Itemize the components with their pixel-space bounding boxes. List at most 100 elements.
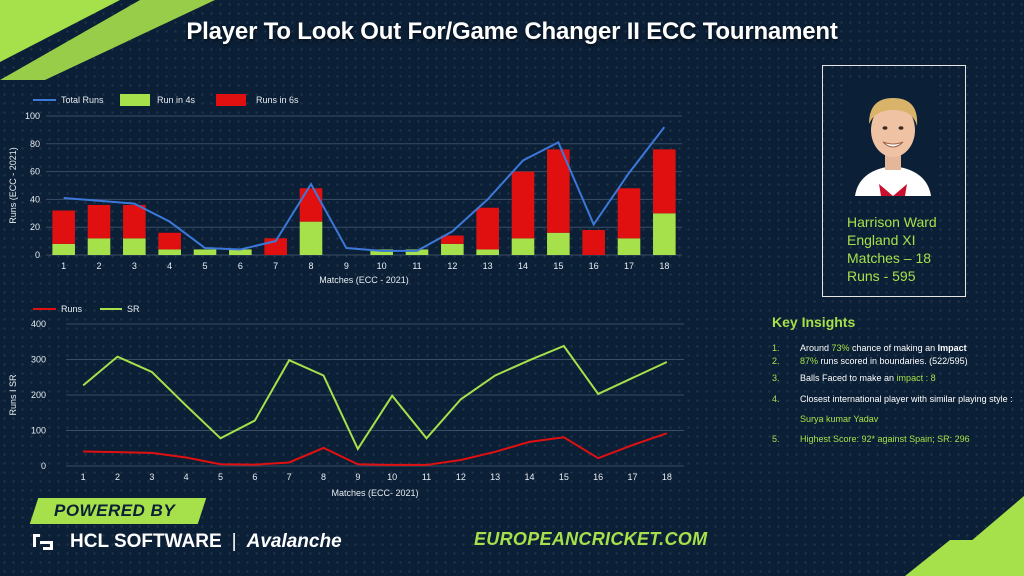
y-tick-label: 20 [30, 222, 40, 232]
bar-run-in-4s [229, 249, 252, 255]
x-tick-label: 12 [456, 472, 466, 482]
x-tick-label: 5 [218, 472, 223, 482]
bar-run-in-4s [158, 249, 181, 255]
x-tick-label: 10 [387, 472, 397, 482]
bar-runs-in-6s [547, 149, 570, 233]
x-tick-label: 12 [447, 261, 457, 271]
player-matches: Matches – 18 [847, 250, 932, 266]
x-tick-label: 6 [252, 472, 257, 482]
player-profile-card: Harrison Ward England XI Matches – 18 Ru… [822, 65, 966, 297]
hcl-logo-icon [33, 534, 53, 550]
insight-item: 5. Highest Score: 92* against Spain; SR: … [772, 434, 970, 444]
bar-runs-in-6s [582, 229, 605, 255]
bar-run-in-4s [653, 213, 676, 255]
x-tick-label: 9 [344, 261, 349, 271]
key-insights-title: Key Insights [772, 314, 856, 330]
y-tick-label: 400 [31, 319, 46, 329]
y-tick-label: 100 [31, 426, 46, 436]
x-tick-label: 14 [524, 472, 534, 482]
x-tick-label: 3 [132, 261, 137, 271]
line-sr [82, 344, 668, 452]
bar-runs-in-6s [52, 210, 75, 244]
bar-run-in-4s [299, 221, 323, 255]
bar-runs-in-6s [123, 204, 146, 239]
legend-label-runs-in-6s: Runs in 6s [256, 95, 299, 105]
bar-run-in-4s [87, 238, 111, 255]
stripe-bottom-right-2 [905, 540, 975, 576]
legend-swatch-run-in-4s [120, 94, 150, 106]
x-tick-label: 7 [287, 472, 292, 482]
player-team: England XI [847, 232, 916, 248]
legend-label-runs: Runs [61, 304, 83, 314]
legend-label-total-runs: Total Runs [61, 95, 104, 105]
powered-by-badge: POWERED BY [29, 498, 207, 524]
x-axis-label: Matches (ECC- 2021) [331, 488, 418, 498]
bar-runs-in-6s [299, 188, 323, 222]
x-tick-label: 14 [518, 261, 528, 271]
stripe-top-left-2 [0, 0, 215, 80]
legend-label-run-in-4s: Run in 4s [157, 95, 196, 105]
x-tick-label: 3 [149, 472, 154, 482]
x-tick-label: 9 [355, 472, 360, 482]
bar-run-in-4s [123, 238, 146, 255]
y-tick-label: 40 [30, 194, 40, 204]
x-tick-label: 5 [202, 261, 207, 271]
x-tick-label: 18 [662, 472, 672, 482]
bar-run-in-4s [370, 249, 393, 255]
x-tick-label: 11 [412, 261, 421, 271]
bar-run-in-4s [441, 243, 464, 255]
x-tick-label: 18 [659, 261, 669, 271]
x-tick-label: 8 [308, 261, 313, 271]
y-tick-label: 0 [35, 250, 40, 260]
x-axis-label: Matches (ECC - 2021) [319, 275, 409, 285]
bar-runs-in-6s [158, 232, 181, 250]
x-tick-label: 2 [115, 472, 120, 482]
x-tick-label: 16 [593, 472, 603, 482]
european-cricket-site: EUROPEANCRICKET.COM [474, 529, 708, 549]
x-tick-label: 10 [377, 261, 387, 271]
x-tick-label: 4 [167, 261, 172, 271]
x-tick-label: 17 [627, 472, 637, 482]
x-tick-label: 8 [321, 472, 326, 482]
x-tick-label: 4 [184, 472, 189, 482]
insight-item: 3. Balls Faced to make an impact : 8 [772, 373, 936, 383]
y-axis-label: Runs I SR [8, 374, 18, 416]
y-tick-label: 60 [30, 167, 40, 177]
bar-run-in-4s [52, 243, 75, 255]
bar-run-in-4s [547, 232, 570, 255]
player-name: Harrison Ward [847, 214, 937, 230]
x-tick-label: 13 [490, 472, 500, 482]
bar-run-in-4s [617, 238, 641, 255]
y-tick-label: 100 [25, 111, 40, 121]
bar-run-in-4s [193, 249, 217, 255]
bar-runs-in-6s [617, 188, 641, 239]
y-tick-label: 80 [30, 139, 40, 149]
stripe-top-left-1 [0, 0, 120, 62]
x-tick-label: 1 [61, 261, 66, 271]
y-tick-label: 0 [41, 461, 46, 471]
y-axis-label: Runs (ECC - 2021) [8, 147, 18, 224]
y-tick-label: 300 [31, 355, 46, 365]
bar-run-in-4s [476, 249, 499, 255]
x-tick-label: 2 [96, 261, 101, 271]
x-tick-label: 17 [624, 261, 634, 271]
insight-item: 1. Around 73% chance of making an Impact [772, 343, 967, 353]
hcl-avalanche-logo: HCL SOFTWARE | Avalanche [30, 531, 342, 553]
bar-runs-in-6s [476, 207, 499, 250]
x-tick-label: 1 [81, 472, 86, 482]
x-tick-label: 6 [238, 261, 243, 271]
bar-runs-in-6s [441, 235, 464, 244]
y-tick-label: 200 [31, 390, 46, 400]
bar-run-in-4s [511, 238, 535, 255]
x-tick-label: 15 [559, 472, 569, 482]
bar-run-in-4s [405, 249, 429, 255]
bar-runs-in-6s [653, 149, 676, 214]
insight-item: 2. 87% runs scored in boundaries. (522/59… [772, 356, 968, 366]
player-photo [849, 84, 937, 196]
x-tick-label: 15 [553, 261, 563, 271]
bar-runs-in-6s [87, 204, 111, 239]
x-tick-label: 11 [422, 472, 431, 482]
